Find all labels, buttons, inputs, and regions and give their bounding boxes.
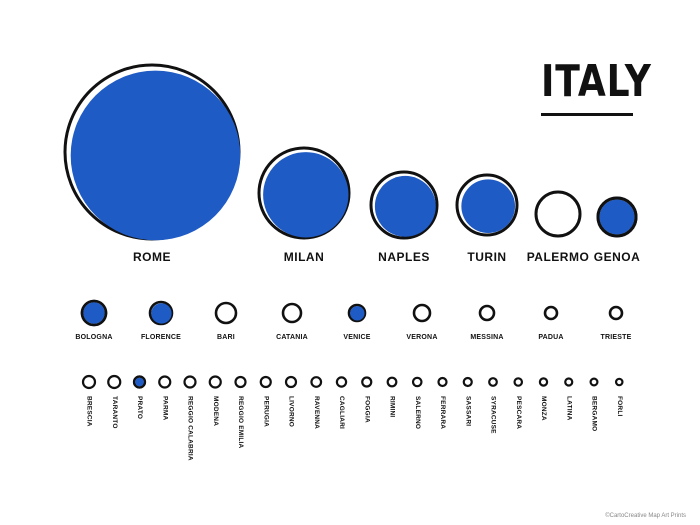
small-city-marker-13 bbox=[411, 376, 423, 388]
small-city-marker-4 bbox=[183, 375, 197, 389]
medium-city-label-0: BOLOGNA bbox=[75, 334, 113, 341]
small-city-label-21: FORLI bbox=[615, 396, 623, 417]
small-city-label-0: BRESCIA bbox=[85, 396, 93, 427]
small-city-marker-15 bbox=[462, 376, 473, 388]
small-city-marker-12 bbox=[386, 376, 398, 388]
small-city-label-12: RIMINI bbox=[388, 396, 396, 418]
small-city-marker-0 bbox=[81, 374, 97, 390]
small-city-marker-21 bbox=[614, 377, 624, 387]
large-city-label-0: ROME bbox=[133, 250, 171, 264]
small-city-label-6: REGGIO EMILIA bbox=[237, 396, 244, 449]
small-city-label-14: FERRARA bbox=[439, 396, 446, 430]
small-city-fill-2 bbox=[135, 377, 144, 387]
small-city-marker-16 bbox=[488, 377, 498, 387]
small-city-marker-9 bbox=[310, 376, 323, 388]
large-city-fill-0 bbox=[70, 70, 241, 241]
small-city-marker-20 bbox=[589, 377, 599, 387]
medium-city-label-7: PADUA bbox=[538, 334, 564, 341]
small-city-label-7: PERUGIA bbox=[262, 396, 270, 428]
small-city-label-13: SALERNO bbox=[413, 396, 421, 430]
large-city-marker-3 bbox=[455, 173, 519, 237]
small-city-label-17: PESCARA bbox=[514, 396, 522, 430]
title-underline bbox=[541, 113, 633, 116]
small-city-label-11: FOGGIA bbox=[363, 396, 371, 423]
small-city-marker-5 bbox=[208, 375, 222, 389]
medium-city-fill-4 bbox=[350, 306, 365, 321]
large-city-marker-2 bbox=[369, 170, 439, 240]
small-city-marker-8 bbox=[284, 375, 298, 389]
credit-text: ©CartoCreative Map Art Prints bbox=[605, 513, 686, 519]
medium-city-marker-0 bbox=[80, 299, 108, 327]
medium-city-label-2: BARI bbox=[217, 334, 235, 341]
medium-city-label-5: VERONA bbox=[406, 334, 438, 341]
small-city-marker-7 bbox=[259, 375, 272, 389]
medium-city-label-6: MESSINA bbox=[470, 334, 504, 341]
medium-city-fill-1 bbox=[151, 303, 172, 324]
small-city-label-2: PRATO bbox=[136, 396, 143, 420]
small-city-label-16: SYRACUSE bbox=[489, 396, 497, 434]
small-city-marker-19 bbox=[564, 377, 574, 387]
small-city-marker-6 bbox=[234, 375, 247, 389]
medium-city-marker-5 bbox=[412, 303, 432, 323]
medium-city-marker-7 bbox=[543, 305, 559, 321]
large-city-fill-1 bbox=[263, 152, 349, 238]
small-city-marker-2 bbox=[132, 375, 147, 389]
large-city-label-1: MILAN bbox=[283, 250, 325, 264]
large-city-fill-2 bbox=[374, 175, 436, 237]
small-city-marker-14 bbox=[437, 376, 448, 388]
medium-city-label-4: VENICE bbox=[343, 334, 371, 341]
medium-city-label-3: CATANIA bbox=[276, 334, 308, 341]
small-city-label-19: LATINA bbox=[565, 396, 573, 421]
small-city-label-9: RAVENNA bbox=[312, 396, 320, 430]
small-city-marker-10 bbox=[335, 376, 348, 388]
small-city-label-3: PARMA bbox=[161, 396, 169, 421]
small-city-marker-1 bbox=[107, 374, 122, 390]
small-city-label-18: MONZA bbox=[540, 396, 547, 421]
small-city-marker-11 bbox=[361, 376, 373, 388]
medium-city-marker-1 bbox=[148, 300, 174, 326]
small-city-label-15: SASSARI bbox=[464, 396, 472, 427]
small-city-label-5: MODENA bbox=[211, 396, 219, 427]
small-city-label-20: BERGAMO bbox=[590, 396, 598, 432]
small-city-marker-3 bbox=[158, 375, 172, 389]
medium-city-label-1: FLORENCE bbox=[140, 334, 182, 341]
small-city-marker-17 bbox=[513, 377, 524, 387]
medium-city-fill-0 bbox=[83, 302, 105, 324]
large-city-fill-3 bbox=[461, 179, 516, 234]
small-city-marker-18 bbox=[538, 377, 549, 387]
small-city-label-1: TARANTO bbox=[110, 396, 118, 429]
medium-city-marker-8 bbox=[608, 305, 624, 321]
large-city-marker-1 bbox=[257, 146, 351, 240]
medium-city-marker-6 bbox=[478, 304, 496, 322]
page-title: ITALY bbox=[541, 56, 652, 107]
large-city-marker-0 bbox=[63, 63, 241, 241]
large-city-label-4: PALERMO bbox=[526, 250, 590, 264]
large-city-label-5: GENOA bbox=[593, 250, 641, 264]
small-city-label-4: REGGIO CALABRIA bbox=[186, 396, 194, 461]
large-city-label-3: TURIN bbox=[467, 250, 507, 264]
large-city-label-2: NAPLES bbox=[378, 250, 430, 264]
large-city-marker-5 bbox=[596, 196, 638, 238]
large-city-fill-5 bbox=[599, 199, 635, 235]
large-city-marker-4 bbox=[534, 190, 582, 238]
medium-city-marker-3 bbox=[281, 302, 303, 324]
medium-city-marker-4 bbox=[347, 303, 367, 323]
medium-city-marker-2 bbox=[214, 301, 238, 325]
small-city-label-10: CAGLIARI bbox=[338, 396, 345, 430]
medium-city-label-8: TRIESTE bbox=[600, 334, 632, 341]
small-city-label-8: LIVORNO bbox=[287, 396, 295, 428]
